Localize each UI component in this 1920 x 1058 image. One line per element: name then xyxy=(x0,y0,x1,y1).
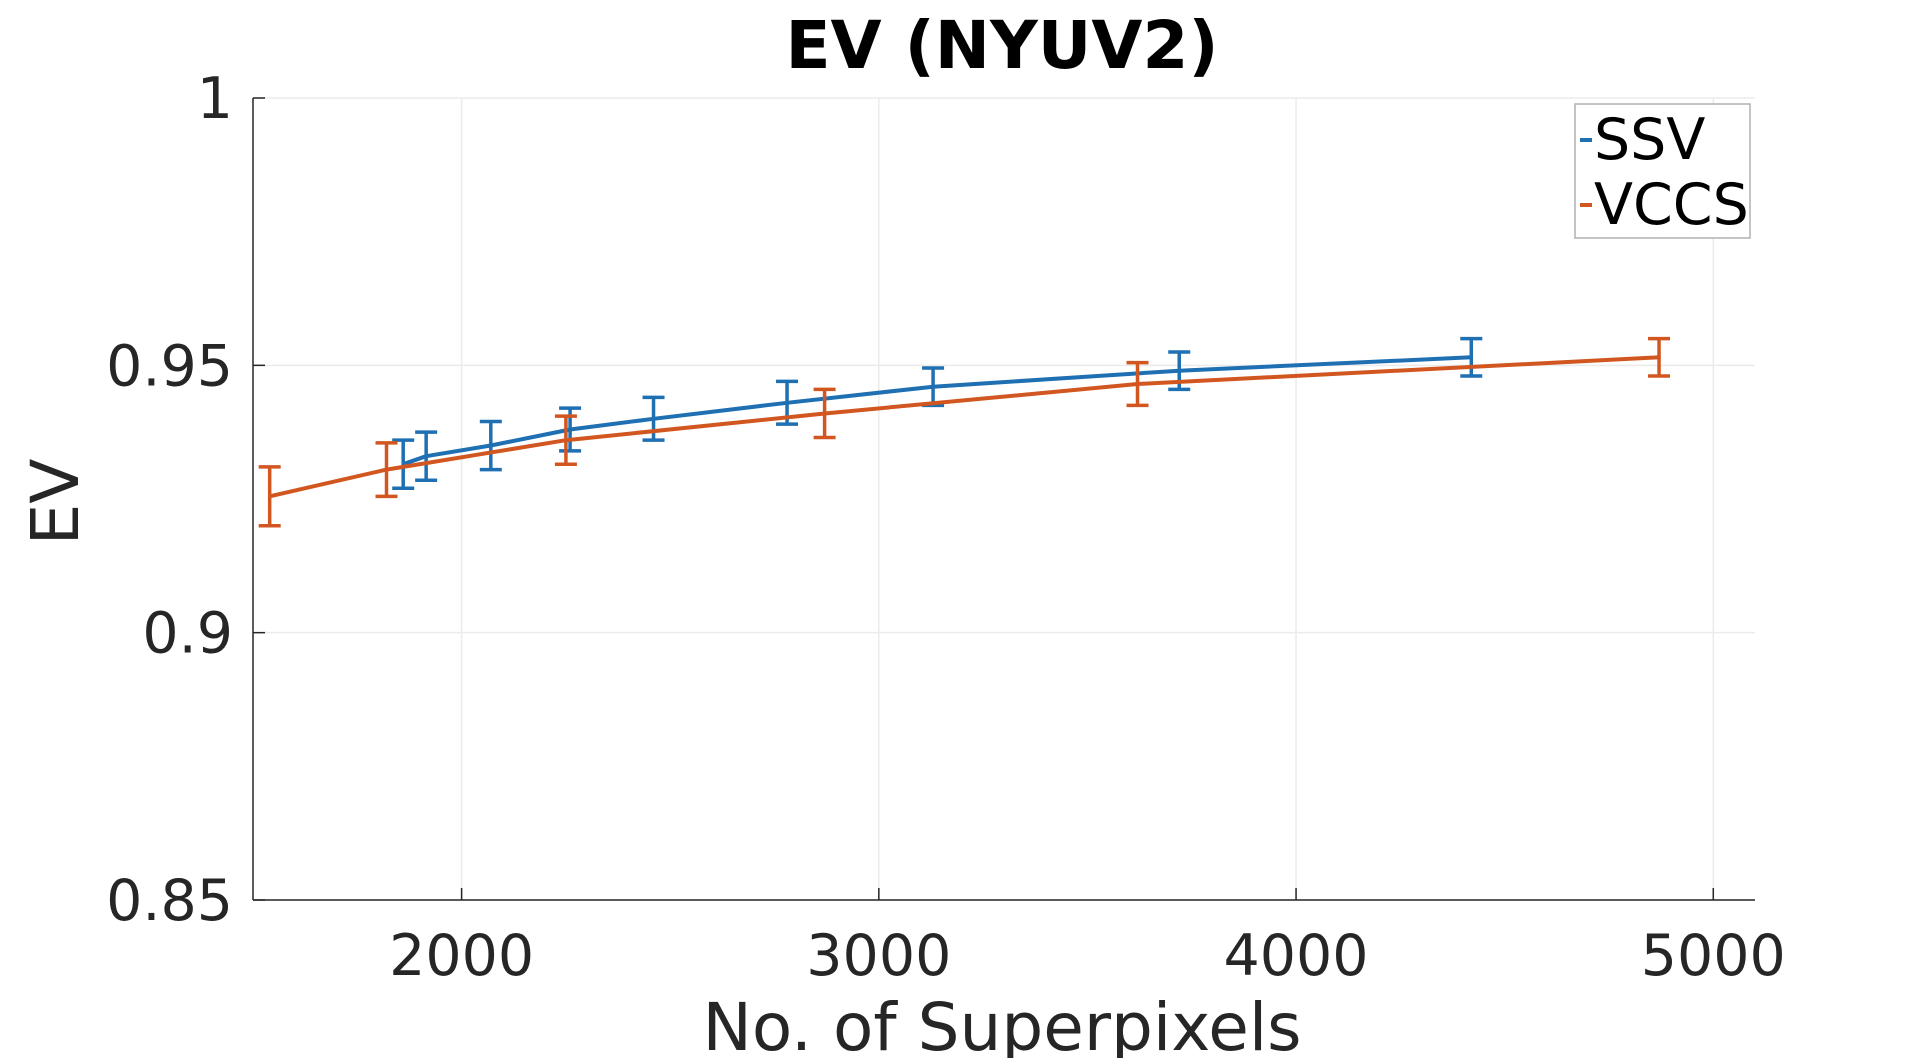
error-bar-vccs xyxy=(1126,360,1149,408)
error-bar-vccs xyxy=(554,414,577,466)
tick-labels: 2000 3000 4000 5000 0.85 0.9 0.95 1 xyxy=(106,66,1786,989)
error-bar-ssv xyxy=(479,419,502,472)
legend-label-vccs: VCCS xyxy=(1594,172,1749,238)
x-tick-label-5000: 5000 xyxy=(1641,923,1786,989)
series-layer xyxy=(258,336,1671,528)
y-tick-label-1: 1 xyxy=(197,66,233,132)
error-bar-ssv xyxy=(392,438,415,491)
error-bar-vccs xyxy=(375,441,398,499)
x-tick-label-4000: 4000 xyxy=(1224,923,1369,989)
y-tick-label-0.9: 0.9 xyxy=(142,601,233,667)
chart-title: EV (NYUV2) xyxy=(785,7,1218,84)
series-line-vccs xyxy=(269,355,1660,499)
error-bar-ssv xyxy=(415,430,438,483)
grid xyxy=(253,97,1755,901)
error-bar-vccs xyxy=(1648,336,1671,378)
error-bar-vccs xyxy=(258,465,281,528)
error-bar-vccs xyxy=(813,387,836,440)
y-axis-label: EV xyxy=(17,459,94,546)
series-vccs xyxy=(258,336,1671,528)
legend-box xyxy=(1574,103,1751,239)
y-tick-label-0.85: 0.85 xyxy=(106,868,233,934)
error-bar-ssv xyxy=(1460,336,1483,378)
axes xyxy=(252,97,1755,901)
legend-label-ssv: SSV xyxy=(1594,107,1705,173)
x-axis-label: No. of Superpixels xyxy=(702,989,1301,1058)
x-tick-label-2000: 2000 xyxy=(389,923,534,989)
legend: SSV VCCS xyxy=(1574,103,1751,239)
x-tick-label-3000: 3000 xyxy=(806,923,951,989)
y-tick-label-0.95: 0.95 xyxy=(106,333,233,399)
